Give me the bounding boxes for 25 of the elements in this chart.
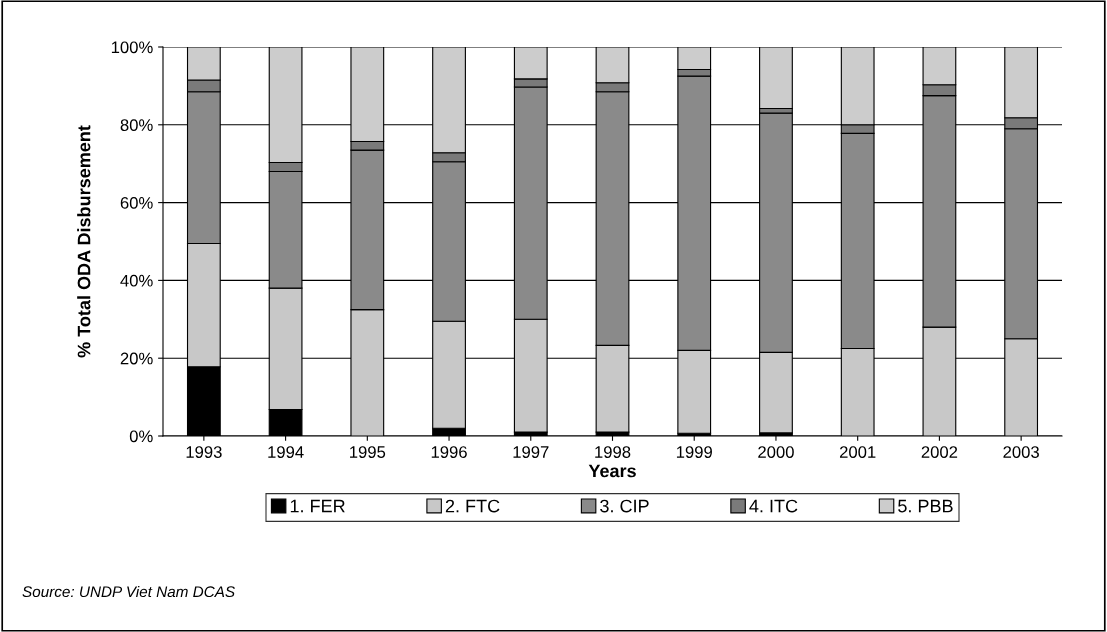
x-tick-label: 1994 — [268, 446, 304, 458]
legend-label: 1. FER — [290, 499, 345, 513]
x-tick-label: 1993 — [186, 446, 222, 458]
y-tick-label: 100% — [111, 41, 153, 54]
x-tick-label: 1997 — [513, 446, 549, 458]
x-tick-label: 1995 — [350, 446, 386, 458]
source-note: Source: UNDP Viet Nam DCAS — [22, 585, 235, 598]
y-tick-label: 60% — [120, 197, 153, 209]
x-tick-label: 2000 — [758, 446, 794, 458]
y-tick-label: 40% — [120, 274, 153, 287]
legend-label: 4. ITC — [749, 499, 798, 513]
legend-label: 2. FTC — [445, 499, 500, 513]
x-tick-label: 2002 — [921, 446, 958, 458]
x-tick-label: 2003 — [1003, 446, 1039, 458]
y-tick-label: 20% — [120, 352, 153, 365]
y-axis-title: % Total ODA Disbursement — [77, 125, 91, 358]
x-tick-label: 2001 — [839, 446, 876, 458]
y-tick-label: 0% — [129, 430, 153, 443]
x-axis-title: Years — [588, 464, 636, 478]
legend-label: 3. CIP — [600, 499, 649, 513]
x-tick-label: 1999 — [676, 446, 712, 458]
x-tick-label: 1998 — [595, 446, 631, 458]
y-tick-label: 80% — [120, 119, 153, 131]
x-tick-label: 1996 — [431, 446, 467, 458]
legend-label: 5. PBB — [898, 499, 953, 513]
